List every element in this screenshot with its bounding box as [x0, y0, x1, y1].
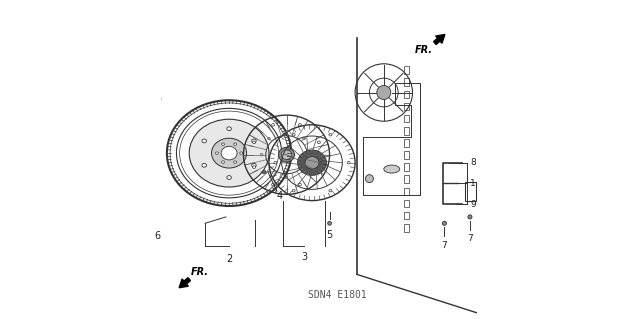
Ellipse shape: [317, 141, 321, 144]
Bar: [404, 127, 409, 135]
Text: 6: 6: [154, 231, 161, 241]
Ellipse shape: [329, 133, 332, 136]
Ellipse shape: [274, 161, 276, 164]
Text: 7: 7: [467, 234, 473, 243]
Ellipse shape: [282, 150, 292, 160]
Bar: [465, 182, 476, 201]
Ellipse shape: [329, 189, 332, 192]
Ellipse shape: [221, 161, 225, 163]
Ellipse shape: [240, 152, 243, 154]
Text: FR.: FR.: [191, 267, 209, 277]
Bar: [404, 91, 409, 98]
Text: FR.: FR.: [415, 45, 433, 55]
Ellipse shape: [154, 95, 161, 103]
Text: 4: 4: [276, 191, 282, 201]
Ellipse shape: [278, 147, 294, 162]
Ellipse shape: [234, 161, 237, 163]
Ellipse shape: [285, 176, 288, 179]
Ellipse shape: [212, 138, 246, 168]
Text: 2: 2: [226, 254, 232, 263]
Ellipse shape: [268, 137, 270, 140]
Ellipse shape: [303, 170, 305, 172]
Ellipse shape: [317, 166, 321, 168]
Ellipse shape: [468, 215, 472, 219]
Ellipse shape: [377, 85, 391, 100]
Ellipse shape: [292, 189, 295, 192]
Bar: [404, 212, 409, 219]
Bar: [404, 200, 409, 207]
FancyArrow shape: [179, 278, 191, 288]
Ellipse shape: [384, 165, 400, 173]
Text: 7: 7: [442, 241, 447, 250]
Ellipse shape: [202, 163, 207, 167]
Bar: [404, 66, 409, 74]
Ellipse shape: [285, 131, 288, 133]
Ellipse shape: [348, 161, 350, 164]
Ellipse shape: [328, 221, 332, 225]
Ellipse shape: [202, 139, 207, 143]
Ellipse shape: [365, 174, 373, 182]
Ellipse shape: [442, 221, 447, 225]
Bar: [404, 78, 409, 86]
Ellipse shape: [156, 97, 159, 101]
Bar: [404, 103, 409, 110]
Bar: [404, 175, 409, 183]
Ellipse shape: [292, 133, 295, 136]
Ellipse shape: [221, 146, 237, 160]
Ellipse shape: [310, 153, 313, 156]
Ellipse shape: [305, 157, 319, 169]
Ellipse shape: [216, 152, 218, 154]
Ellipse shape: [298, 123, 301, 126]
Ellipse shape: [227, 127, 231, 130]
Ellipse shape: [189, 119, 269, 187]
Bar: [404, 163, 409, 171]
Ellipse shape: [252, 139, 256, 143]
Ellipse shape: [221, 143, 225, 145]
Text: 1: 1: [470, 179, 476, 188]
Ellipse shape: [271, 123, 275, 126]
Text: 3: 3: [301, 252, 307, 262]
Ellipse shape: [298, 183, 301, 186]
Ellipse shape: [253, 166, 255, 168]
Bar: [404, 115, 409, 122]
Ellipse shape: [227, 176, 231, 179]
Bar: [404, 139, 409, 147]
Ellipse shape: [303, 137, 305, 140]
Text: 9: 9: [470, 200, 476, 209]
Text: SDN4 E1801: SDN4 E1801: [308, 290, 367, 300]
Ellipse shape: [262, 171, 266, 174]
Text: 8: 8: [470, 158, 476, 167]
Ellipse shape: [260, 153, 263, 156]
Ellipse shape: [268, 170, 270, 172]
Ellipse shape: [234, 143, 237, 145]
Ellipse shape: [253, 141, 255, 144]
Bar: [404, 188, 409, 195]
FancyArrow shape: [433, 34, 445, 45]
Ellipse shape: [298, 150, 326, 175]
Text: 5: 5: [326, 230, 333, 240]
Bar: [404, 224, 409, 232]
Ellipse shape: [252, 163, 256, 167]
Bar: [404, 151, 409, 159]
Ellipse shape: [271, 183, 275, 186]
